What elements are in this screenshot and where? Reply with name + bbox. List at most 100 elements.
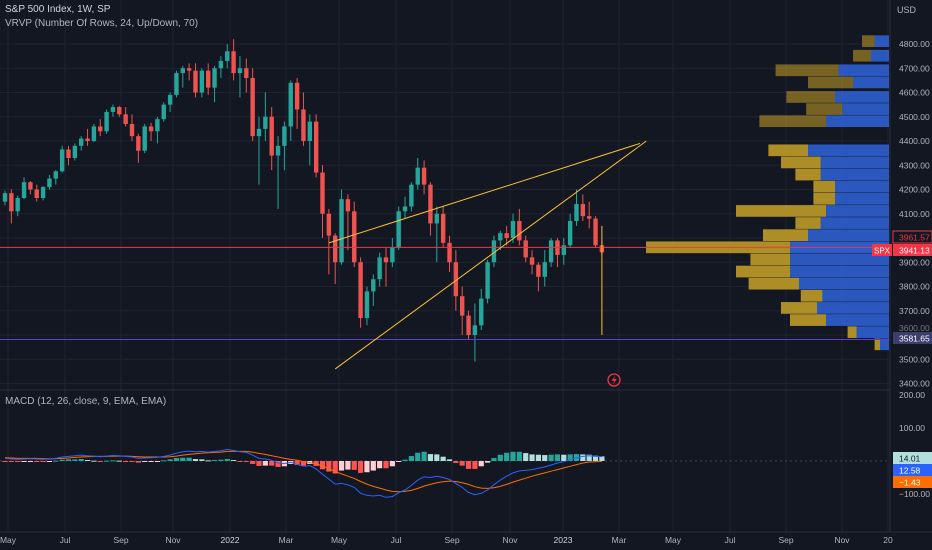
candle-body[interactable] (174, 73, 179, 95)
candle-body[interactable] (225, 51, 230, 61)
candle-body[interactable] (333, 235, 338, 263)
price-axis[interactable]: 4800.00 4700.00 4600.00 4500.00 4400.00 4300.… (872, 39, 932, 389)
candle-body[interactable] (117, 107, 122, 115)
candle-body[interactable] (218, 60, 224, 69)
candle-body[interactable] (593, 218, 598, 246)
candle-body[interactable] (142, 126, 147, 151)
candle-body[interactable] (91, 126, 97, 141)
candle-body[interactable] (523, 240, 528, 258)
candle-body[interactable] (199, 70, 205, 93)
candle-body[interactable] (269, 116, 274, 156)
candle-body[interactable] (472, 325, 478, 335)
candle-body[interactable] (136, 136, 141, 151)
candle-body[interactable] (479, 298, 484, 326)
candle-body[interactable] (421, 167, 427, 185)
candle-body[interactable] (548, 240, 554, 263)
candle-body[interactable] (288, 82, 293, 127)
candle-body[interactable] (294, 82, 300, 110)
candle-body[interactable] (434, 213, 439, 224)
candle-body[interactable] (34, 189, 39, 198)
candle-body[interactable] (307, 121, 312, 141)
chart-title[interactable]: S&P 500 Index, 1W, SP (5, 4, 111, 15)
macd-pane[interactable] (0, 448, 890, 498)
candle-body[interactable] (155, 119, 160, 132)
candle-body[interactable] (561, 245, 566, 255)
candle-body[interactable] (574, 204, 579, 222)
candle-body[interactable] (212, 68, 217, 88)
candle-body[interactable] (390, 247, 395, 263)
candle-body[interactable] (466, 315, 471, 335)
candle-body[interactable] (320, 172, 325, 214)
candle-body[interactable] (275, 145, 281, 156)
candle-body[interactable] (66, 149, 71, 158)
candle-body[interactable] (460, 296, 465, 316)
candle-body[interactable] (110, 107, 116, 112)
lightning-icon[interactable] (607, 373, 621, 387)
candle-body[interactable] (53, 171, 58, 179)
annotations[interactable] (0, 140, 890, 370)
candle-body[interactable] (383, 257, 389, 263)
wedge-upper-trendline[interactable] (328, 142, 641, 244)
candle-body[interactable] (352, 211, 357, 263)
candle-body[interactable] (428, 184, 433, 224)
candle-body[interactable] (440, 213, 446, 243)
candle-body[interactable] (587, 216, 592, 219)
candle-body[interactable] (15, 197, 20, 212)
candle-body[interactable] (453, 262, 459, 297)
candle-body[interactable] (193, 70, 198, 93)
candle-body[interactable] (206, 70, 211, 88)
candle-body[interactable] (567, 221, 573, 246)
candle-body[interactable] (104, 111, 109, 132)
candle-body[interactable] (498, 233, 503, 241)
candle-body[interactable] (396, 211, 401, 248)
candle-body[interactable] (256, 128, 262, 137)
candle-body[interactable] (415, 167, 420, 185)
wedge-lower-trendline[interactable] (334, 140, 647, 370)
candle-body[interactable] (79, 138, 84, 146)
candle-body[interactable] (580, 204, 586, 217)
candle-body[interactable] (263, 116, 268, 129)
candle-body[interactable] (186, 68, 192, 71)
macd-indicator-label[interactable]: MACD (12, 26, close, 9, EMA, EMA) (5, 396, 167, 407)
candle-body[interactable] (345, 199, 351, 212)
candle-body[interactable] (485, 262, 490, 299)
candle-body[interactable] (2, 193, 8, 202)
candle-body[interactable] (339, 199, 344, 263)
candle-body[interactable] (180, 68, 185, 74)
candle-body[interactable] (371, 279, 376, 292)
candle-body[interactable] (301, 109, 306, 141)
candle-body[interactable] (447, 242, 452, 263)
candle-body[interactable] (9, 193, 14, 212)
candle-body[interactable] (510, 221, 516, 238)
candle-body[interactable] (504, 233, 509, 238)
candle-body[interactable] (21, 182, 27, 198)
candle-body[interactable] (377, 257, 382, 280)
macd-line[interactable] (4, 448, 602, 498)
candle-body[interactable] (59, 149, 65, 172)
vrvp-indicator-label[interactable]: VRVP (Number Of Rows, 24, Up/Down, 70) (5, 18, 199, 29)
candle-body[interactable] (409, 184, 414, 207)
candle-body[interactable] (237, 68, 243, 74)
candle-body[interactable] (358, 262, 363, 319)
candle-body[interactable] (282, 126, 287, 146)
candle-body[interactable] (148, 126, 154, 132)
candle-body[interactable] (313, 121, 319, 173)
candle-body[interactable] (167, 94, 173, 105)
candle-body[interactable] (85, 138, 90, 141)
time-axis[interactable]: May Jul Sep Nov 2022 Mar May Jul Sep Nov 2023 Mar Ma… (0, 535, 893, 545)
candle-body[interactable] (542, 262, 547, 277)
candle-body[interactable] (250, 77, 255, 137)
candlestick-series[interactable] (2, 39, 605, 362)
candle-body[interactable] (28, 182, 33, 190)
candle-body[interactable] (244, 68, 249, 78)
candle-body[interactable] (129, 124, 135, 137)
candle-body[interactable] (536, 264, 541, 277)
candle-body[interactable] (491, 240, 497, 263)
candle-body[interactable] (517, 221, 522, 241)
candle-body[interactable] (40, 187, 46, 198)
candle-body[interactable] (98, 126, 103, 132)
candle-body[interactable] (72, 145, 78, 158)
candle-body[interactable] (529, 257, 535, 265)
